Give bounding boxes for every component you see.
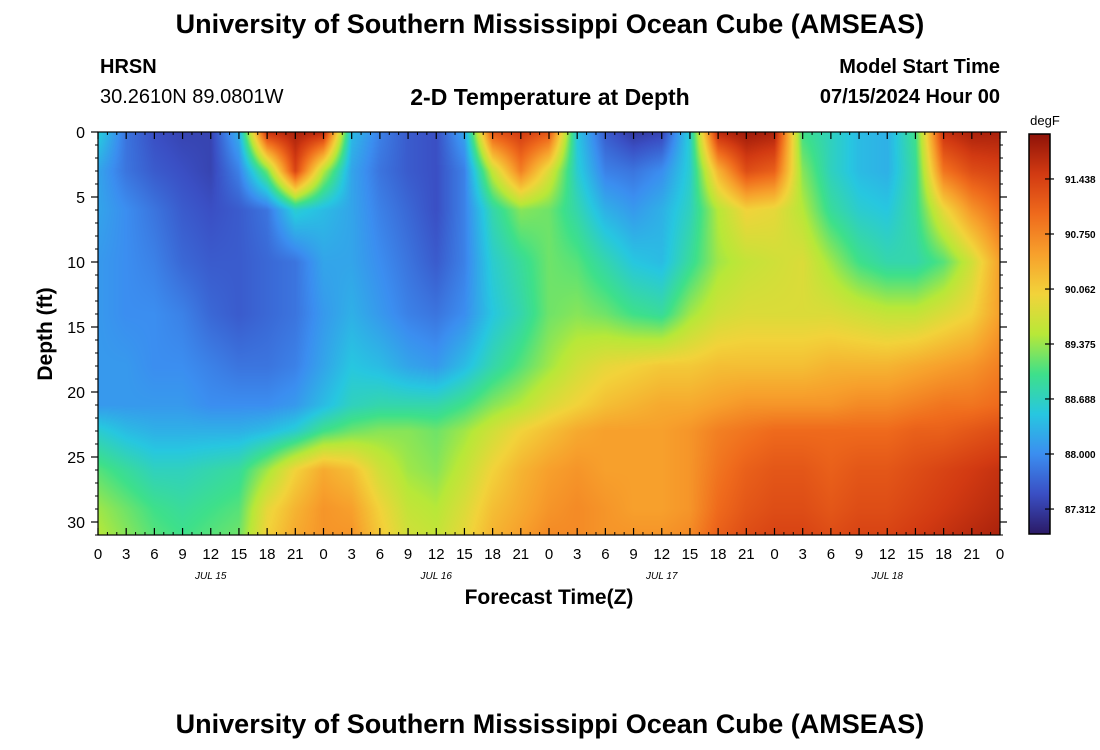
colorbar-tick-label: 88.000: [1065, 450, 1096, 461]
x-tick-label: 6: [376, 546, 384, 563]
y-tick-label: 20: [67, 385, 85, 402]
plot-title: 2-D Temperature at Depth: [410, 84, 690, 110]
colorbar-tick-label: 89.375: [1065, 340, 1096, 351]
colorbar-scale: [1028, 133, 1051, 535]
y-axis: 0 5 10 15 20 25 30: [67, 125, 1007, 536]
station-coordinates: 30.2610N 89.0801W: [100, 86, 284, 108]
x-tick-label: 9: [629, 546, 637, 563]
x-tick-label: 3: [122, 546, 130, 563]
x-tick-label: 15: [456, 546, 473, 563]
x-tick-label: 3: [799, 546, 807, 563]
colorbar-tick-label: 87.312: [1065, 505, 1096, 516]
model-start-label: Model Start Time: [839, 56, 1000, 78]
plot-frame: [97, 131, 1001, 536]
x-tick-label: 6: [827, 546, 835, 563]
x-tick-label: 3: [573, 546, 581, 563]
x-tick-label: 0: [319, 546, 327, 563]
colorbar-tick-label: 91.438: [1065, 175, 1096, 186]
x-tick-label: 6: [601, 546, 609, 563]
x-tick-label: 12: [879, 546, 896, 563]
colorbar-ticks: 91.438 90.750 90.062 89.375 88.688 88.000 87.3…: [1045, 175, 1096, 516]
y-tick-label: 15: [67, 320, 85, 337]
colorbar-tick-label: 90.750: [1065, 230, 1096, 241]
date-label: JUL 18: [870, 571, 903, 582]
colorbar-tick-label: 90.062: [1065, 285, 1096, 296]
x-tick-label: 6: [150, 546, 158, 563]
x-tick-label: 21: [512, 546, 529, 563]
date-labels: JUL 15 JUL 16 JUL 17 JUL 18: [194, 571, 903, 582]
y-tick-label: 10: [67, 255, 85, 272]
y-tick-label: 25: [67, 450, 85, 467]
x-tick-label: 15: [231, 546, 248, 563]
page-title: University of Southern Mississippi Ocean…: [175, 9, 925, 39]
x-tick-label: 0: [545, 546, 553, 563]
station-name: HRSN: [100, 56, 157, 78]
x-tick-label: 21: [738, 546, 755, 563]
x-tick-label: 21: [963, 546, 980, 563]
x-tick-label: 12: [428, 546, 445, 563]
colorbar-tick-label: 88.688: [1065, 395, 1096, 406]
x-tick-label: 18: [484, 546, 501, 563]
x-tick-label: 0: [770, 546, 778, 563]
x-tick-label: 9: [855, 546, 863, 563]
y-tick-label: 30: [67, 515, 85, 532]
x-tick-label: 9: [404, 546, 412, 563]
x-tick-label: 15: [907, 546, 924, 563]
date-label: JUL 16: [419, 571, 452, 582]
x-axis-label: Forecast Time(Z): [465, 586, 634, 609]
y-axis-label: Depth (ft): [34, 287, 57, 380]
colorbar: degF 91.438 90.750 90.062 89.375 88.688 88.00…: [1028, 113, 1096, 535]
colorbar-unit: degF: [1030, 113, 1060, 128]
x-tick-label: 0: [996, 546, 1004, 563]
y-tick-label: 0: [76, 125, 85, 142]
x-tick-label: 12: [202, 546, 219, 563]
date-label: JUL 17: [645, 571, 678, 582]
footer-title: University of Southern Mississippi Ocean…: [175, 709, 925, 739]
x-axis: 0 3 6 9 12 15 18 21 0 3 6 9 12 15 18 21 0 3 6 9 12 15 18 21 0 3 6 9…: [94, 132, 1004, 563]
x-tick-label: 18: [259, 546, 276, 563]
x-tick-label: 18: [935, 546, 952, 563]
x-tick-label: 18: [710, 546, 727, 563]
model-start-value: 07/15/2024 Hour 00: [819, 86, 1000, 108]
x-tick-label: 21: [287, 546, 304, 563]
x-tick-label: 12: [653, 546, 670, 563]
date-label: JUL 15: [194, 571, 227, 582]
temperature-heatmap: [98, 132, 1000, 535]
x-tick-label: 0: [94, 546, 102, 563]
x-tick-label: 15: [682, 546, 699, 563]
x-tick-label: 9: [178, 546, 186, 563]
x-tick-label: 3: [348, 546, 356, 563]
y-tick-label: 5: [76, 190, 85, 207]
